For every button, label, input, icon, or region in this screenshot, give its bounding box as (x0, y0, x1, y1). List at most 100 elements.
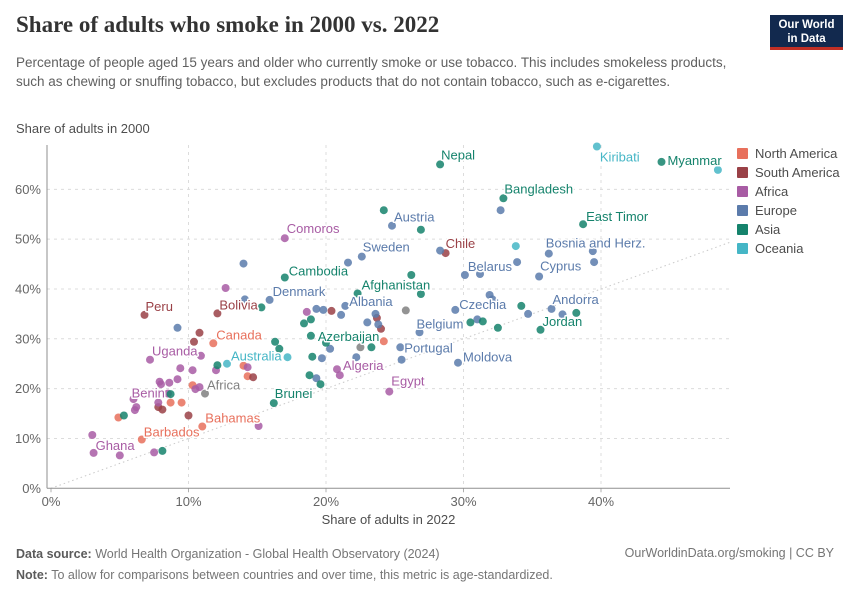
data-point[interactable] (511, 242, 520, 251)
data-point[interactable] (271, 337, 280, 346)
data-point[interactable] (379, 337, 388, 346)
data-point-myanmar[interactable] (657, 157, 666, 166)
data-point-algeria[interactable] (333, 365, 341, 374)
data-point[interactable] (195, 383, 204, 392)
country-label[interactable]: Comoros (285, 220, 341, 238)
data-point[interactable] (221, 284, 230, 292)
data-point-andorra[interactable] (547, 304, 556, 313)
data-point[interactable] (337, 310, 346, 319)
data-point[interactable] (173, 375, 182, 384)
country-label[interactable]: Bangladesh (503, 180, 575, 198)
data-point[interactable] (312, 304, 321, 313)
data-point[interactable] (300, 319, 308, 328)
country-label[interactable]: Czechia (458, 295, 509, 313)
data-point[interactable] (158, 405, 167, 414)
data-point-bosnia-and-herz-[interactable] (544, 249, 553, 258)
data-point-belgium[interactable] (415, 328, 424, 337)
data-point-belarus[interactable] (460, 271, 469, 279)
country-label[interactable]: Australia (230, 347, 284, 365)
data-point[interactable] (166, 390, 175, 399)
data-point[interactable] (196, 351, 205, 360)
country-label[interactable]: Myanmar (666, 151, 724, 169)
data-point[interactable] (352, 353, 361, 362)
country-label[interactable]: Belgium (415, 315, 465, 333)
data-point-ghana[interactable] (89, 448, 98, 457)
data-point[interactable] (335, 371, 344, 380)
data-point[interactable] (572, 308, 581, 317)
data-point-cyprus[interactable] (535, 272, 544, 281)
data-point[interactable] (306, 315, 315, 324)
country-label[interactable]: Ghana (94, 436, 137, 454)
country-label[interactable]: Afghanistan (360, 276, 432, 294)
data-point-australia[interactable] (223, 359, 231, 368)
data-point[interactable] (283, 353, 292, 362)
data-point-brunei[interactable] (269, 399, 278, 408)
legend-item-oceania[interactable]: Oceania (737, 239, 840, 258)
data-point-afghanistan[interactable] (353, 289, 362, 298)
country-label[interactable]: Jordan (541, 312, 584, 330)
data-point[interactable] (173, 323, 182, 332)
data-point[interactable] (517, 301, 526, 310)
data-point[interactable] (327, 306, 336, 315)
data-point-peru[interactable] (140, 310, 149, 319)
country-label[interactable]: Bolivia (218, 296, 260, 314)
data-point[interactable] (356, 343, 365, 352)
data-point-portugal[interactable] (396, 343, 405, 352)
country-label[interactable]: Austria (393, 208, 437, 226)
country-label[interactable]: Bahamas (204, 409, 262, 427)
country-label[interactable]: Benin (130, 384, 166, 402)
country-label[interactable]: Azerbaijan (316, 327, 380, 345)
data-point[interactable] (157, 380, 165, 389)
data-point[interactable] (115, 451, 124, 460)
country-label[interactable]: Egypt (390, 372, 427, 390)
country-label[interactable]: Uganda (151, 342, 200, 360)
data-point[interactable] (374, 320, 383, 329)
data-point[interactable] (257, 303, 266, 312)
data-point-sweden[interactable] (357, 252, 366, 261)
data-point[interactable] (239, 259, 248, 268)
country-label[interactable]: East Timor (585, 208, 651, 226)
data-point[interactable] (493, 323, 502, 332)
legend-item-africa[interactable]: Africa (737, 182, 840, 201)
country-label[interactable]: Cyprus (539, 257, 584, 275)
data-point[interactable] (371, 309, 380, 318)
data-point-uganda[interactable] (146, 355, 154, 364)
country-label[interactable]: Albania (348, 292, 395, 310)
data-point[interactable] (363, 318, 372, 327)
data-point[interactable] (165, 378, 174, 387)
data-point[interactable] (478, 317, 487, 326)
country-label[interactable]: Sweden (361, 238, 411, 256)
data-point-moldova[interactable] (454, 358, 462, 367)
legend-item-europe[interactable]: Europe (737, 201, 840, 220)
data-point[interactable] (88, 431, 97, 439)
data-point[interactable] (130, 406, 139, 415)
data-point-east-timor[interactable] (579, 220, 588, 229)
country-label[interactable]: Brunei (273, 385, 314, 403)
data-point[interactable] (322, 338, 330, 347)
data-point-albania[interactable] (341, 301, 350, 310)
data-point[interactable] (416, 290, 425, 298)
country-label[interactable]: Moldova (462, 348, 515, 366)
data-point-nepal[interactable] (436, 160, 445, 169)
data-point-bolivia[interactable] (213, 309, 222, 318)
legend-item-north-america[interactable]: North America (737, 144, 840, 163)
data-point-bangladesh[interactable] (499, 194, 508, 203)
country-label[interactable]: Algeria (342, 357, 386, 375)
data-point[interactable] (312, 374, 321, 383)
data-point[interactable] (190, 337, 198, 346)
data-point[interactable] (305, 371, 314, 380)
country-label[interactable]: Andorra (551, 290, 601, 308)
data-point-canada[interactable] (209, 339, 218, 348)
data-point[interactable] (158, 446, 167, 455)
owid-logo[interactable]: Our World in Data (770, 15, 843, 50)
data-point-cambodia[interactable] (280, 273, 289, 282)
country-label[interactable]: Bosnia and Herz. (544, 234, 647, 252)
data-point[interactable] (513, 258, 522, 267)
country-label[interactable]: Africa (206, 376, 243, 394)
country-label[interactable]: Peru (144, 297, 174, 315)
data-point[interactable] (397, 355, 406, 364)
data-point[interactable] (240, 295, 249, 304)
data-point[interactable] (195, 328, 204, 337)
data-point-austria[interactable] (388, 221, 396, 230)
data-point[interactable] (243, 363, 252, 372)
